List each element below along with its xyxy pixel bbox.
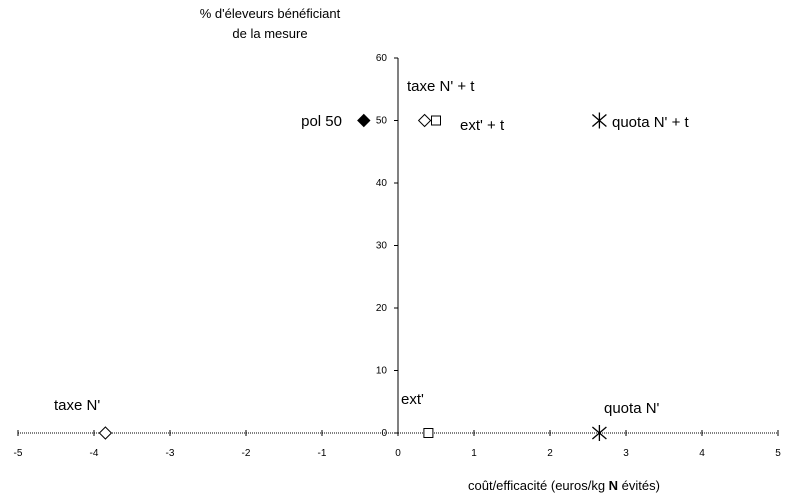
asterisk-stroke (591, 426, 607, 440)
y-axis-title: % d'éleveurs bénéficiant de la mesure (170, 4, 370, 44)
x-tick-label: 4 (699, 448, 705, 459)
x-axis-title-bold: N (608, 478, 619, 493)
x-tick-label: 1 (471, 448, 477, 459)
y-tick-label: 40 (376, 178, 388, 189)
x-axis-title-post: évités) (618, 478, 660, 493)
label-quota-n: quota N' (604, 400, 660, 417)
x-tick-label: 3 (623, 448, 629, 459)
point-quota-n (591, 425, 607, 441)
x-tick-label: -4 (90, 448, 99, 459)
y-tick-label: 10 (376, 366, 388, 377)
point-labels: taxe N' ext' quota N' pol 50 taxe N' + t ext'… (54, 78, 689, 417)
point-ext-t (431, 115, 441, 126)
axes (17, 57, 779, 436)
x-tick-label: 2 (547, 448, 553, 459)
point-ext (423, 428, 434, 438)
label-ext: ext' (401, 391, 424, 408)
y-axis-title-line1: % d'éleveurs bénéficiant (199, 6, 341, 21)
label-quota-n-t: quota N' + t (612, 114, 689, 131)
x-tick-label: -5 (14, 448, 23, 459)
asterisk-stroke (591, 114, 607, 127)
y-tick-label: 50 (376, 116, 388, 127)
point-quota-n-t (591, 112, 607, 129)
y-tick-label: 0 (381, 428, 387, 439)
label-pol-50: pol 50 (301, 113, 342, 130)
y-tick-label: 20 (376, 303, 388, 314)
x-axis-title-pre: coût/efficacité (euros/kg (468, 478, 609, 493)
x-tick-label: 0 (395, 448, 401, 459)
x-tick-label: -3 (166, 448, 175, 459)
x-tick-label: -1 (318, 448, 327, 459)
y-tick-label: 30 (376, 241, 388, 252)
y-axis-title-line2: de la mesure (232, 26, 308, 41)
point-taxe-n (98, 426, 113, 440)
data-points (98, 112, 607, 441)
point-pol-50 (357, 113, 371, 128)
x-tick-label: -2 (242, 448, 251, 459)
x-tick-label: 5 (775, 448, 781, 459)
y-tick-label: 60 (376, 53, 388, 64)
label-taxe-n-t: taxe N' + t (407, 78, 475, 95)
label-ext-t: ext' + t (460, 117, 505, 134)
x-axis-title: coût/efficacité (euros/kg N évités) (468, 478, 660, 493)
point-taxe-n-t (417, 113, 432, 128)
label-taxe-n: taxe N' (54, 397, 100, 414)
